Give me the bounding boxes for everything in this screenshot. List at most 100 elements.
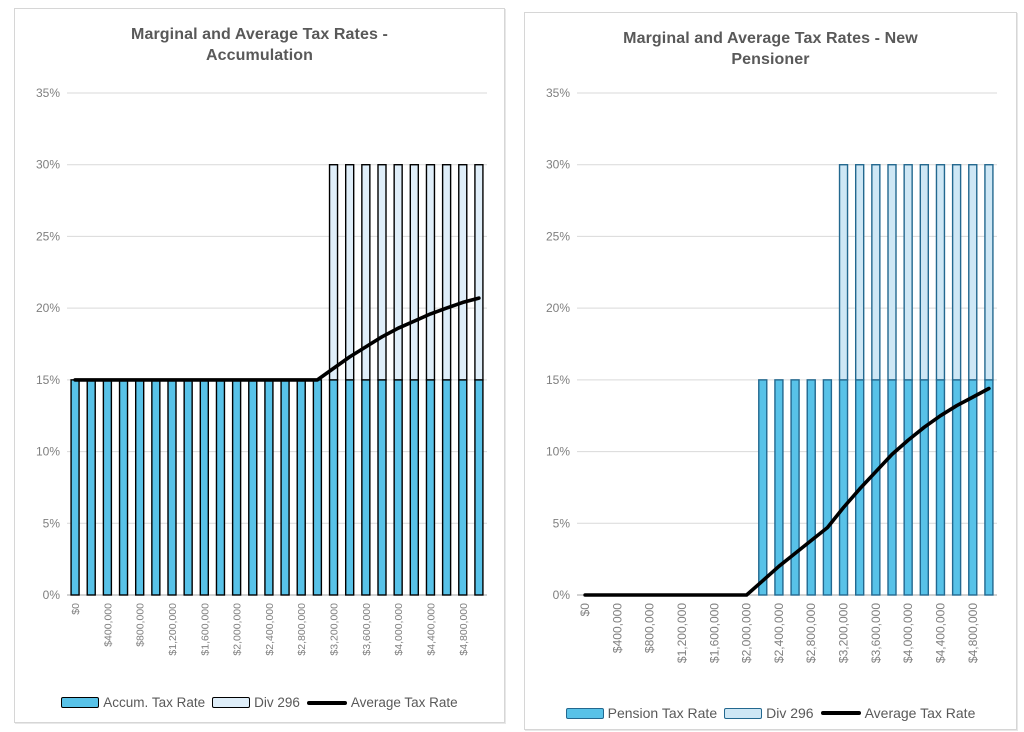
bar-segment bbox=[441, 379, 452, 596]
bar-segment bbox=[312, 379, 323, 596]
x-tick-label: $1,200,000 bbox=[675, 603, 689, 663]
bar-segment bbox=[296, 379, 306, 596]
bar-segment bbox=[838, 164, 849, 381]
bar-segment bbox=[134, 379, 145, 596]
bar-segment bbox=[474, 379, 484, 596]
y-tick-label: 25% bbox=[546, 229, 570, 243]
y-tick-label: 5% bbox=[43, 516, 61, 530]
bar-segment bbox=[474, 164, 484, 381]
bar-segment bbox=[458, 379, 468, 596]
bar-swatch-icon bbox=[565, 707, 604, 719]
bar-segment bbox=[393, 164, 403, 381]
y-tick-label: 15% bbox=[546, 373, 570, 387]
bar-segment bbox=[790, 379, 800, 596]
bar-segment bbox=[903, 164, 913, 381]
bar-segment bbox=[151, 379, 161, 596]
bar-segment bbox=[951, 379, 962, 596]
y-tick-label: 20% bbox=[36, 301, 60, 315]
x-tick-label: $400,000 bbox=[610, 603, 624, 653]
plot-area-accumulation: 0% 5% 10% 15% 20% 25% 30% 35% $0 $400,000 $800,000… bbox=[36, 86, 487, 656]
legend-item-pension-tax-rate: Pension Tax Rate bbox=[565, 705, 717, 721]
bar-segment bbox=[871, 379, 881, 596]
x-tick-label: $0 bbox=[70, 603, 82, 615]
bar-segment bbox=[838, 379, 849, 596]
bar-segment bbox=[361, 379, 371, 596]
x-tick-label: $2,400,000 bbox=[772, 603, 786, 663]
bar-segment bbox=[393, 379, 403, 596]
bar-segment bbox=[344, 164, 355, 381]
bar-swatch-icon bbox=[724, 707, 763, 719]
bar-segment bbox=[118, 379, 129, 596]
x-tick-label: $4,800,000 bbox=[966, 603, 980, 663]
bar-segment bbox=[774, 379, 784, 596]
bar-segment bbox=[86, 379, 96, 596]
x-tick-label: $4,400,000 bbox=[933, 603, 947, 663]
bar-segment bbox=[167, 379, 177, 596]
bar-swatch-icon bbox=[212, 697, 251, 708]
bar-segment bbox=[183, 379, 193, 596]
bar-segment bbox=[903, 379, 913, 596]
x-tick-label: $4,400,000 bbox=[425, 603, 437, 656]
bar-segment bbox=[919, 379, 930, 596]
y-tick-label: 35% bbox=[36, 86, 60, 100]
x-tick-label: $4,800,000 bbox=[458, 603, 470, 656]
y-tick-label: 30% bbox=[36, 158, 60, 172]
x-tick-label: $3,200,000 bbox=[837, 603, 851, 663]
average-line bbox=[73, 296, 481, 382]
x-tick-label: $3,600,000 bbox=[361, 603, 373, 656]
y-tick-label: 10% bbox=[36, 445, 60, 459]
x-tick-label: $3,600,000 bbox=[869, 603, 883, 663]
x-tick-label: $3,200,000 bbox=[329, 603, 341, 656]
bar-segment bbox=[441, 164, 452, 381]
legend-label: Average Tax Rate bbox=[350, 695, 458, 710]
bar-segment bbox=[409, 164, 420, 381]
line-swatch-icon bbox=[820, 711, 861, 715]
bar-segment bbox=[968, 379, 978, 596]
bar-segment bbox=[871, 164, 881, 381]
bar-segment bbox=[887, 164, 897, 381]
bar-segment bbox=[377, 164, 387, 381]
y-tick-label: 0% bbox=[43, 588, 61, 602]
bar-segment bbox=[70, 379, 80, 596]
bar-segment bbox=[806, 379, 816, 596]
average-line bbox=[583, 386, 991, 597]
legend-item-average-tax-rate: Average Tax Rate bbox=[306, 695, 458, 710]
chart-panel-accumulation: Marginal and Average Tax Rates - Accumul… bbox=[14, 8, 505, 723]
x-tick-label: $2,000,000 bbox=[232, 603, 244, 656]
chart-panel-new-pensioner: Marginal and Average Tax Rates - New Pen… bbox=[524, 12, 1017, 730]
x-tick-label: $2,800,000 bbox=[804, 603, 818, 663]
bar-swatch-icon bbox=[61, 697, 100, 708]
x-tick-label: $2,800,000 bbox=[296, 603, 308, 656]
y-tick-label: 25% bbox=[36, 229, 60, 243]
legend-item-average-tax-rate: Average Tax Rate bbox=[820, 705, 975, 721]
bar-segment bbox=[984, 164, 994, 381]
legend-item-div-296: Div 296 bbox=[724, 705, 814, 721]
bar-segment bbox=[264, 379, 274, 596]
bar-segment bbox=[328, 164, 339, 381]
legend-label: Div 296 bbox=[254, 695, 300, 710]
bar-segment bbox=[758, 379, 768, 596]
legend-accumulation: Accum. Tax Rate Div 296 Average Tax Rate bbox=[15, 695, 504, 710]
legend-label: Div 296 bbox=[766, 705, 814, 721]
x-tick-label: $4,000,000 bbox=[901, 603, 915, 663]
bar-segment bbox=[328, 379, 339, 596]
bar-segment bbox=[919, 164, 930, 381]
chart-title-new-pensioner: Marginal and Average Tax Rates - New Pen… bbox=[623, 30, 918, 68]
bar-segment bbox=[231, 379, 242, 596]
y-tick-label: 5% bbox=[553, 516, 571, 530]
legend-item-accum-tax-rate: Accum. Tax Rate bbox=[61, 695, 205, 710]
plot-area-new-pensioner: 0% 5% 10% 15% 20% 25% 30% 35% $0 $400,000 $800,000… bbox=[546, 86, 997, 663]
bar-segment bbox=[280, 379, 290, 596]
bar-segment bbox=[984, 379, 994, 596]
x-tick-label: $800,000 bbox=[643, 603, 657, 653]
bar-segment bbox=[951, 164, 962, 381]
x-tick-label: $1,600,000 bbox=[707, 603, 721, 663]
bar-segment bbox=[935, 164, 946, 381]
bar-segment bbox=[425, 379, 436, 596]
x-tick-label: $1,200,000 bbox=[167, 603, 179, 656]
bar-segment bbox=[344, 379, 355, 596]
bar-segment bbox=[968, 164, 978, 381]
x-tick-label: $4,000,000 bbox=[393, 603, 405, 656]
y-tick-label: 30% bbox=[546, 158, 570, 172]
x-tick-label: $1,600,000 bbox=[199, 603, 211, 656]
